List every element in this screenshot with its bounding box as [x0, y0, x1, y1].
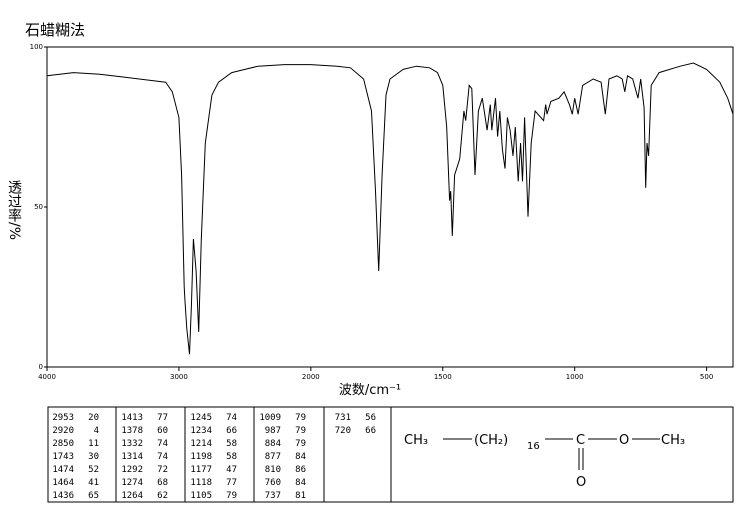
table-cell: 65 [88, 491, 99, 501]
structure-text: (CH₂) [474, 433, 508, 448]
table-cell: 2920 [52, 426, 74, 436]
table-cell: 74 [157, 439, 168, 449]
table-cell: 1413 [121, 413, 143, 423]
table-cell: 1464 [52, 478, 74, 488]
table-cell: 1314 [121, 452, 143, 462]
table-cell: 810 [265, 465, 281, 475]
table-cell: 1118 [190, 478, 212, 488]
table-cell: 1009 [259, 413, 281, 423]
table-cell: 1245 [190, 413, 212, 423]
table-cell: 11 [88, 439, 99, 449]
table-cell: 72 [157, 465, 168, 475]
table-cell: 2850 [52, 439, 74, 449]
table-cell: 86 [295, 465, 306, 475]
table-cell: 60 [157, 426, 168, 436]
structure-text: O [576, 475, 586, 490]
table-cell: 1332 [121, 439, 143, 449]
table-cell: 884 [265, 439, 281, 449]
x-tick-label: 4000 [38, 373, 56, 381]
structure-text: CH₃ [404, 433, 428, 448]
table-cell: 47 [226, 465, 237, 475]
table-cell: 68 [157, 478, 168, 488]
x-tick-label: 2000 [302, 373, 320, 381]
table-cell: 74 [157, 452, 168, 462]
spectrum-line [46, 62, 734, 355]
table-cell: 66 [226, 426, 237, 436]
table-cell: 84 [295, 478, 306, 488]
table-cell: 79 [295, 426, 306, 436]
table-cell: 79 [295, 413, 306, 423]
table-cell: 1474 [52, 465, 74, 475]
table-cell: 4 [94, 426, 99, 436]
structure-text: O [619, 433, 629, 448]
table-cell: 1177 [190, 465, 212, 475]
table-cell: 1234 [190, 426, 212, 436]
table-cell: 81 [295, 491, 306, 501]
table-cell: 30 [88, 452, 99, 462]
table-cell: 56 [365, 413, 376, 423]
table-cell: 1274 [121, 478, 143, 488]
table-cell: 731 [335, 413, 351, 423]
x-axis-label: 波数/cm⁻¹ [339, 383, 401, 398]
plot-frame [46, 46, 734, 368]
table-cell: 66 [365, 426, 376, 436]
table-cell: 720 [335, 426, 351, 436]
y-axis-label: 透过率/% [6, 180, 22, 240]
chart-title: 石蜡糊法 [25, 21, 85, 39]
y-tick-label: 50 [34, 203, 43, 211]
table-cell: 1264 [121, 491, 143, 501]
structure-text: C [576, 433, 585, 448]
table-cell: 1214 [190, 439, 212, 449]
table-cell: 1378 [121, 426, 143, 436]
table-cell: 58 [226, 439, 237, 449]
table-cell: 62 [157, 491, 168, 501]
x-tick-label: 1500 [434, 373, 452, 381]
table-cell: 77 [157, 413, 168, 423]
table-cell: 20 [88, 413, 99, 423]
table-cell: 1198 [190, 452, 212, 462]
table-cell: 41 [88, 478, 99, 488]
table-cell: 84 [295, 452, 306, 462]
x-tick-label: 1000 [566, 373, 584, 381]
table-cell: 877 [265, 452, 281, 462]
table-dividers [115, 407, 392, 502]
structure-text: CH₃ [661, 433, 685, 448]
table-cell: 1743 [52, 452, 74, 462]
table-cell: 1105 [190, 491, 212, 501]
y-tick-label: 100 [30, 43, 43, 51]
table-cell: 79 [226, 491, 237, 501]
table-cell: 1292 [121, 465, 143, 475]
table-cell: 52 [88, 465, 99, 475]
y-tick-label: 0 [39, 363, 43, 371]
x-tick-label: 3000 [170, 373, 188, 381]
table-cell: 760 [265, 478, 281, 488]
table-cell: 79 [295, 439, 306, 449]
structure: CH₃ (CH₂) 16 C O CH₃ O [404, 433, 685, 490]
table-cell: 737 [265, 491, 281, 501]
table-cell: 1436 [52, 491, 74, 501]
table-cell: 77 [226, 478, 237, 488]
table-cell: 2953 [52, 413, 74, 423]
x-tick-label: 500 [700, 373, 713, 381]
table-cell: 58 [226, 452, 237, 462]
table-cell: 74 [226, 413, 237, 423]
structure-text: 16 [527, 441, 540, 452]
table-cell: 987 [265, 426, 281, 436]
